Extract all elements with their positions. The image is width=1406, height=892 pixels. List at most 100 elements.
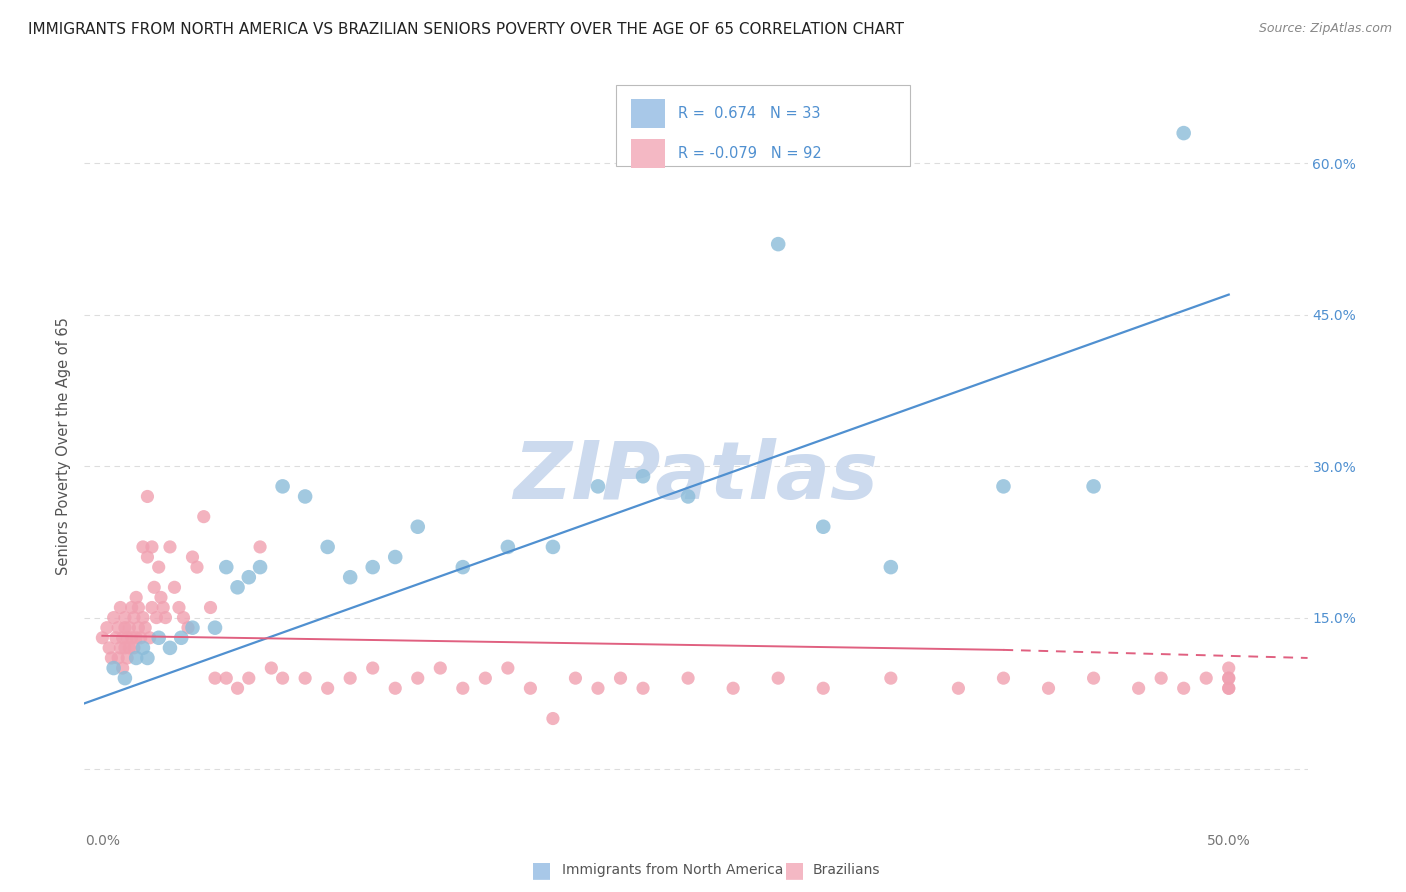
Point bbox=[519, 681, 541, 696]
Point bbox=[114, 610, 136, 624]
Point bbox=[249, 540, 271, 554]
Point bbox=[880, 671, 903, 685]
Point bbox=[238, 570, 260, 584]
Point bbox=[118, 621, 141, 635]
Point bbox=[1173, 126, 1195, 140]
Point bbox=[143, 580, 166, 594]
Point bbox=[316, 681, 339, 696]
Point bbox=[1128, 681, 1150, 696]
Point bbox=[132, 640, 155, 655]
Point bbox=[339, 570, 361, 584]
Point bbox=[339, 671, 361, 685]
Point bbox=[110, 640, 132, 655]
Point bbox=[361, 560, 384, 574]
Point bbox=[813, 681, 835, 696]
Point bbox=[384, 549, 406, 564]
Point bbox=[111, 661, 134, 675]
Point bbox=[159, 540, 181, 554]
Point bbox=[141, 600, 163, 615]
Point bbox=[204, 671, 226, 685]
Point bbox=[118, 640, 141, 655]
Bar bbox=[631, 99, 665, 128]
Point bbox=[676, 671, 699, 685]
Point bbox=[125, 631, 148, 645]
Point bbox=[1218, 671, 1240, 685]
Text: IMMIGRANTS FROM NORTH AMERICA VS BRAZILIAN SENIORS POVERTY OVER THE AGE OF 65 CO: IMMIGRANTS FROM NORTH AMERICA VS BRAZILI… bbox=[28, 22, 904, 37]
Point bbox=[149, 591, 172, 605]
Point bbox=[127, 600, 149, 615]
Text: Immigrants from North America: Immigrants from North America bbox=[562, 863, 783, 877]
Point bbox=[609, 671, 631, 685]
Text: R = -0.079   N = 92: R = -0.079 N = 92 bbox=[678, 146, 821, 161]
Point bbox=[451, 681, 474, 696]
Point bbox=[114, 640, 136, 655]
Point bbox=[1083, 479, 1105, 493]
Bar bbox=[631, 139, 665, 169]
Point bbox=[129, 631, 152, 645]
Text: R =  0.674   N = 33: R = 0.674 N = 33 bbox=[678, 106, 820, 121]
Point bbox=[103, 661, 125, 675]
Point bbox=[226, 580, 249, 594]
Point bbox=[260, 661, 283, 675]
Point bbox=[1218, 681, 1240, 696]
Point bbox=[1083, 671, 1105, 685]
Text: Source: ZipAtlas.com: Source: ZipAtlas.com bbox=[1258, 22, 1392, 36]
Point bbox=[1218, 661, 1240, 675]
Point bbox=[98, 640, 121, 655]
Point bbox=[115, 631, 138, 645]
Point bbox=[676, 490, 699, 504]
Point bbox=[586, 479, 609, 493]
Point bbox=[186, 560, 208, 574]
Point bbox=[1038, 681, 1060, 696]
Point bbox=[127, 621, 149, 635]
Point bbox=[155, 610, 177, 624]
Point bbox=[177, 621, 200, 635]
Point bbox=[181, 549, 204, 564]
Point bbox=[134, 621, 156, 635]
Point bbox=[1218, 681, 1240, 696]
Point bbox=[132, 540, 155, 554]
Point bbox=[316, 540, 339, 554]
Point bbox=[121, 600, 143, 615]
Point bbox=[406, 671, 429, 685]
Point bbox=[631, 681, 654, 696]
Point bbox=[215, 671, 238, 685]
Point bbox=[564, 671, 586, 685]
Point bbox=[163, 580, 186, 594]
Point bbox=[948, 681, 970, 696]
Point bbox=[766, 671, 789, 685]
Point bbox=[993, 479, 1015, 493]
Point bbox=[406, 520, 429, 534]
Point bbox=[384, 681, 406, 696]
Point bbox=[159, 640, 181, 655]
Point bbox=[114, 621, 136, 635]
Point bbox=[104, 631, 127, 645]
Point bbox=[107, 651, 129, 665]
Point bbox=[1218, 671, 1240, 685]
Point bbox=[136, 651, 159, 665]
Point bbox=[294, 671, 316, 685]
Point bbox=[132, 610, 155, 624]
Text: Brazilians: Brazilians bbox=[813, 863, 880, 877]
Point bbox=[138, 631, 160, 645]
Point bbox=[226, 681, 249, 696]
Point bbox=[107, 621, 129, 635]
Point bbox=[121, 631, 143, 645]
Point bbox=[172, 610, 194, 624]
Text: ZIPatlas: ZIPatlas bbox=[513, 438, 879, 516]
Point bbox=[721, 681, 744, 696]
Point bbox=[125, 651, 148, 665]
Point bbox=[631, 469, 654, 483]
Point bbox=[215, 560, 238, 574]
Point bbox=[193, 509, 215, 524]
Point bbox=[1150, 671, 1173, 685]
Point bbox=[249, 560, 271, 574]
Point bbox=[122, 640, 145, 655]
Point bbox=[880, 560, 903, 574]
Point bbox=[141, 540, 163, 554]
Point bbox=[167, 600, 190, 615]
Point bbox=[148, 560, 170, 574]
Point bbox=[110, 600, 132, 615]
Point bbox=[100, 651, 122, 665]
Point bbox=[238, 671, 260, 685]
